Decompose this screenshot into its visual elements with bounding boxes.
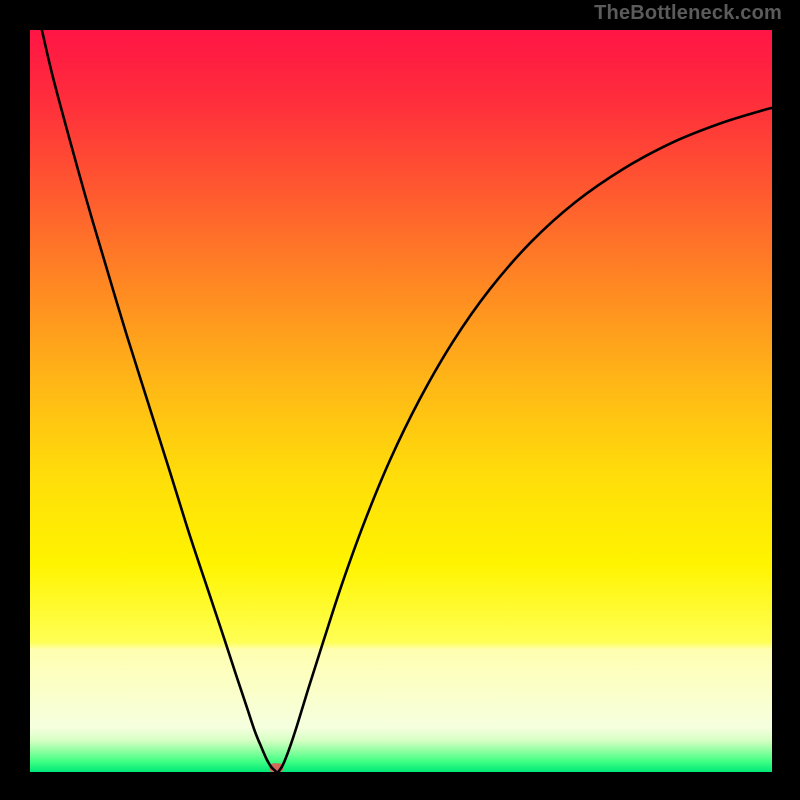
plot-area — [30, 30, 772, 772]
chart-root: TheBottleneck.com — [0, 0, 800, 800]
gradient-background — [30, 30, 772, 772]
plot-svg — [30, 30, 772, 772]
watermark-text: TheBottleneck.com — [594, 2, 782, 25]
